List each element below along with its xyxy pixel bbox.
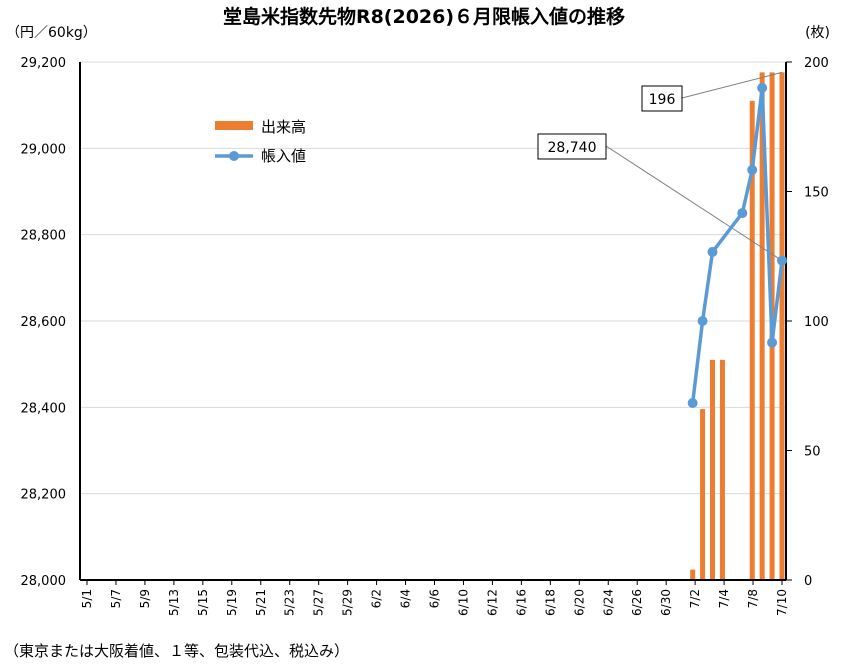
- volume-bar: [690, 569, 696, 580]
- x-tick-label: 5/1: [80, 589, 94, 608]
- volume-bar: [759, 72, 765, 581]
- left-y-ticks: 28,000 28,200 28,400 28,600 28,800 29,000 29,2…: [21, 56, 67, 589]
- callout-price-text: 28,740: [548, 140, 597, 156]
- callout-price-leader: [605, 145, 783, 261]
- callout-volume-text: 196: [649, 92, 676, 108]
- price-point: [687, 398, 698, 409]
- left-tick-label: 28,400: [21, 401, 67, 416]
- x-tick-label: 5/13: [167, 589, 181, 616]
- price-point: [767, 337, 778, 348]
- x-tick-label: 7/10: [775, 589, 789, 616]
- left-tick-label: 29,000: [21, 142, 67, 157]
- legend-volume-label: 出来高: [261, 118, 306, 136]
- right-y-ticks: 0 50 100 150 200: [804, 56, 829, 589]
- callout-volume-box: [641, 85, 683, 112]
- left-axis-unit: （円／60kg）: [6, 25, 97, 41]
- x-tick-label: 6/4: [399, 589, 413, 608]
- callout-leaders: [605, 71, 783, 261]
- x-tick-label: 7/2: [688, 589, 702, 608]
- x-tick-label: 5/21: [254, 589, 268, 616]
- x-tick-label: 6/6: [428, 589, 442, 608]
- price-point: [737, 208, 748, 219]
- axes: [79, 61, 792, 581]
- price-point: [697, 316, 708, 326]
- right-tick-label: 0: [804, 574, 812, 589]
- x-tick-label: 7/4: [717, 589, 731, 608]
- left-tick-label: 28,200: [21, 488, 67, 503]
- right-axis-unit: (枚): [805, 25, 830, 41]
- left-tick-label: 28,000: [21, 574, 67, 589]
- price-point: [747, 164, 758, 175]
- x-tick-label: 5/29: [341, 589, 355, 616]
- legend-volume-swatch: [215, 121, 253, 130]
- callout-price: 28,740: [537, 133, 607, 160]
- price-point: [707, 246, 718, 257]
- legend-price-marker: [229, 151, 239, 161]
- callout-volume-leader: [681, 71, 783, 99]
- legend-price-label: 帳入値: [261, 147, 306, 165]
- right-tick-label: 50: [804, 445, 821, 460]
- price-point: [777, 255, 787, 266]
- x-tick-label: 6/26: [630, 589, 644, 616]
- left-tick-label: 29,200: [21, 56, 67, 71]
- right-tick-label: 200: [804, 56, 829, 71]
- x-tick-label: 6/24: [601, 589, 615, 616]
- price-point: [757, 82, 768, 93]
- volume-bar: [749, 100, 755, 580]
- legend: 出来高 帳入値: [215, 118, 306, 165]
- x-tick-label: 7/8: [746, 589, 760, 608]
- x-tick-label: 5/27: [312, 589, 326, 616]
- x-tick-label: 6/16: [514, 589, 528, 616]
- x-tick-label: 5/7: [109, 589, 123, 608]
- footnote: （東京または大阪着値、１等、包装代込、税込み）: [4, 642, 349, 660]
- x-tick-label: 6/2: [370, 589, 384, 608]
- left-tick-label: 28,600: [21, 315, 67, 330]
- gridlines: [80, 61, 786, 495]
- left-tick-label: 28,800: [21, 229, 67, 244]
- volume-bar: [779, 72, 785, 581]
- volume-bar: [700, 409, 706, 580]
- x-tick-label: 5/15: [196, 589, 210, 616]
- x-tick-label: 5/9: [138, 589, 152, 608]
- price-series-line: [690, 86, 784, 404]
- callout-volume: 196: [641, 85, 683, 112]
- x-tick-label: 6/12: [485, 589, 499, 616]
- volume-bar: [710, 359, 715, 580]
- callout-price-box: [537, 133, 607, 160]
- x-tick-label: 6/18: [543, 589, 557, 616]
- volume-bar: [719, 359, 725, 580]
- x-ticks: 5/1 5/7 5/9 5/13 5/15 5/19 5/21 5/23 5/27 5/29 6/2…: [80, 580, 789, 616]
- price-line: [687, 82, 787, 409]
- chart-title: 堂島米指数先物R8(2026)６月限帳入値の推移: [223, 5, 625, 28]
- x-tick-label: 5/23: [283, 589, 297, 616]
- x-tick-label: 6/10: [456, 589, 470, 616]
- x-tick-label: 5/19: [225, 589, 239, 616]
- x-tick-label: 6/30: [659, 589, 673, 616]
- right-tick-label: 100: [804, 315, 829, 330]
- x-tick-label: 6/20: [572, 589, 586, 616]
- right-tick-label: 150: [804, 186, 829, 201]
